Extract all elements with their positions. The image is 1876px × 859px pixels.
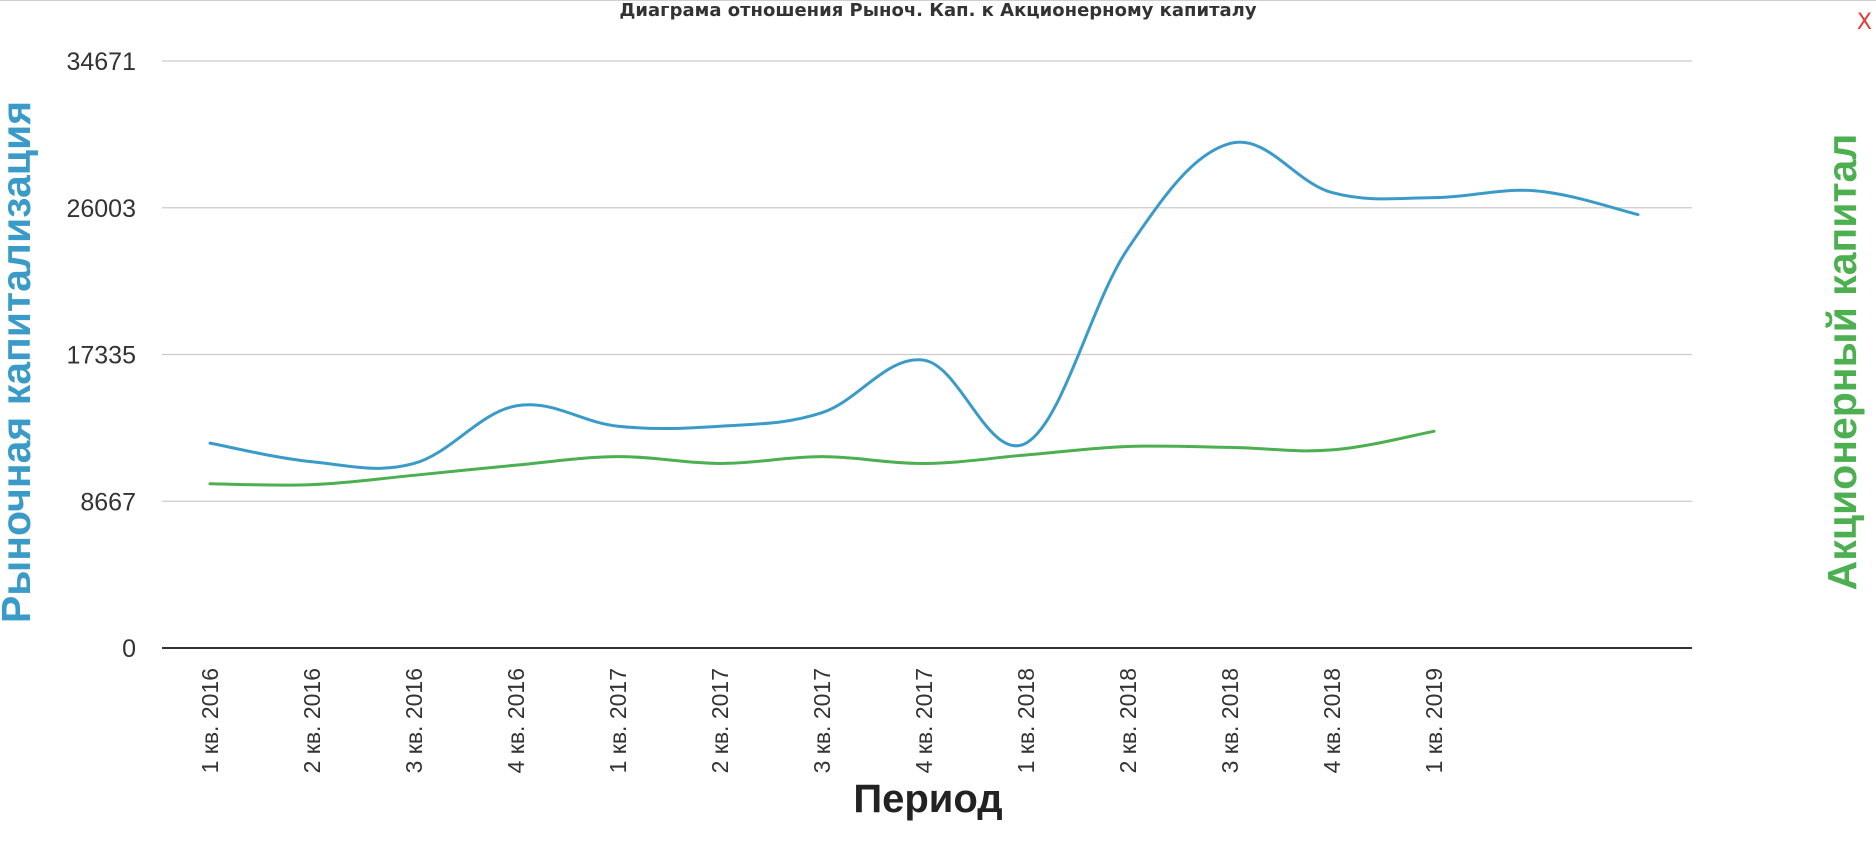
- x-tick-label: 4 кв. 2017: [911, 668, 937, 773]
- y-axis-label-right: Акционерный капитал: [1819, 134, 1865, 591]
- y-tick-label: 0: [122, 635, 136, 663]
- x-tick-label: 1 кв. 2019: [1421, 668, 1447, 773]
- x-tick-labels: 1 кв. 2016 2 кв. 2016 3 кв. 2016 4 кв. 2016…: [197, 668, 1447, 773]
- series-lines: [208, 140, 1640, 487]
- x-tick-label: 1 кв. 2018: [1013, 668, 1039, 773]
- y-tick-label: 17335: [66, 342, 136, 370]
- x-tick-label: 4 кв. 2018: [1319, 668, 1345, 773]
- grid-lines: [162, 60, 1692, 649]
- x-tick-label: 1 кв. 2016: [197, 668, 223, 773]
- y-tick-label: 8667: [80, 488, 136, 516]
- x-tick-label: 1 кв. 2017: [605, 668, 631, 773]
- chart-title: Диаграма отношения Рыноч. Кап. к Акционе…: [619, 0, 1257, 21]
- x-tick-label: 2 кв. 2018: [1115, 668, 1141, 773]
- close-button[interactable]: X: [1856, 10, 1872, 35]
- y-tick-label: 34671: [66, 48, 136, 76]
- x-tick-label: 3 кв. 2016: [401, 668, 427, 773]
- x-tick-label: 4 кв. 2016: [503, 668, 529, 773]
- equity-series-line: [208, 429, 1436, 487]
- x-tick-label: 3 кв. 2017: [809, 668, 835, 773]
- x-tick-label: 3 кв. 2018: [1217, 668, 1243, 773]
- market-cap-series-line: [208, 140, 1640, 470]
- x-tick-label: 2 кв. 2017: [707, 668, 733, 773]
- y-tick-label: 26003: [66, 195, 136, 223]
- y-tick-labels: 0 8667 17335 26003 34671: [66, 48, 136, 663]
- top-divider: [0, 0, 1876, 1]
- x-axis-label: Период: [853, 777, 1002, 821]
- y-axis-label-left: Рыночная капитализация: [0, 101, 39, 623]
- x-tick-label: 2 кв. 2016: [299, 668, 325, 773]
